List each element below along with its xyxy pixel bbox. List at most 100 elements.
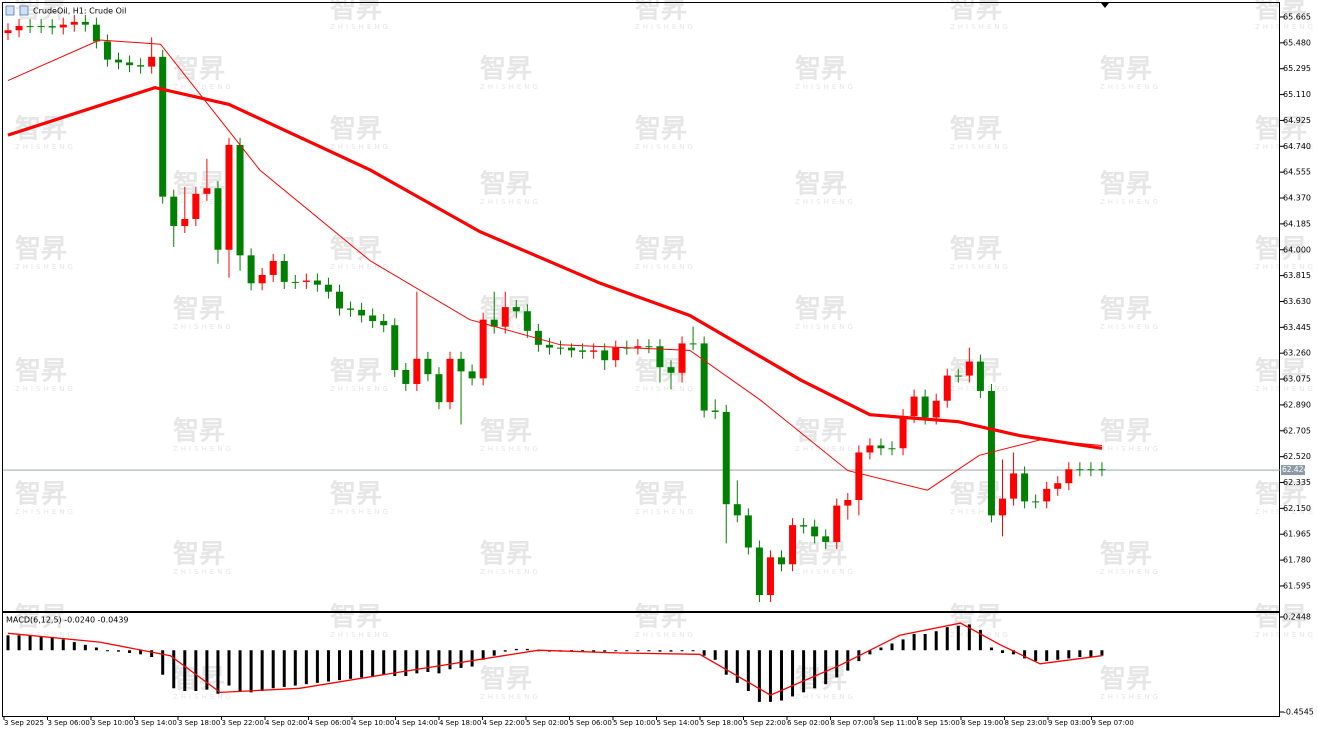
histogram-bar <box>912 633 916 651</box>
y-tick-label: 64.740 <box>1283 142 1311 151</box>
y-tick-label: 61.965 <box>1283 530 1311 539</box>
chart-icon <box>5 5 15 16</box>
histogram-bar <box>437 650 441 674</box>
histogram-bar <box>282 650 286 687</box>
moving-average <box>7 85 1103 450</box>
watermark: 智昇 <box>950 115 1002 145</box>
histogram-bar <box>1100 650 1104 656</box>
candle-body <box>490 319 498 327</box>
candle-body <box>722 411 730 505</box>
histogram-bar <box>835 650 839 678</box>
candle-body <box>424 358 432 375</box>
histogram-bar <box>349 650 353 679</box>
candle-body <box>579 350 587 352</box>
watermark-sub: ZHISHENG <box>950 23 1011 31</box>
histogram-bar <box>105 650 109 652</box>
watermark-sub: ZHISHENG <box>330 631 391 639</box>
candle-body <box>358 309 366 316</box>
histogram-bar <box>802 650 806 693</box>
histogram-bar <box>271 650 275 689</box>
histogram-bar <box>304 650 308 685</box>
shift-marker <box>1101 3 1109 8</box>
candle-body <box>1098 469 1106 471</box>
watermark-sub: ZHISHENG <box>15 508 76 516</box>
watermark-sub: ZHISHENG <box>330 263 391 271</box>
candle-body <box>280 260 288 282</box>
histogram-bar <box>945 627 949 651</box>
candle-body <box>999 498 1006 516</box>
watermark: 智昇 <box>1255 0 1307 25</box>
histogram-bar <box>923 633 927 651</box>
watermark-sub: ZHISHENG <box>15 263 76 271</box>
candle-body <box>115 59 122 63</box>
watermark-sub: ZHISHENG <box>1100 568 1161 576</box>
histogram-bar <box>426 650 430 672</box>
candle-body <box>733 504 741 516</box>
watermark-sub: ZHISHENG <box>15 631 76 639</box>
candle-body <box>369 315 377 322</box>
watermark: 智昇 <box>1100 665 1152 695</box>
watermark: 智昇 <box>480 55 532 85</box>
candle-body <box>413 358 421 384</box>
watermark-sub: ZHISHENG <box>635 385 696 393</box>
histogram-bar <box>205 650 209 690</box>
y-tick-label: 63.075 <box>1283 375 1311 384</box>
candle-body <box>1065 469 1073 484</box>
x-tick-label: 3 Sep 06:00 <box>48 719 90 727</box>
watermark-sub: ZHISHENG <box>15 23 76 31</box>
histogram-bar <box>315 650 319 683</box>
candle-body <box>811 526 819 537</box>
watermark: 智昇 <box>15 480 67 510</box>
histogram-bar <box>934 631 938 651</box>
watermark: 智昇 <box>1100 295 1152 325</box>
candle-body <box>855 452 863 500</box>
candle-body <box>181 218 189 226</box>
histogram-bar <box>813 650 817 689</box>
histogram-bar <box>1078 650 1082 658</box>
x-tick-label: 4 Sep 06:00 <box>309 719 351 727</box>
candle-body <box>214 188 222 250</box>
symbol-icon <box>19 5 29 16</box>
histogram-bar <box>879 647 883 651</box>
histogram-bar <box>161 650 165 675</box>
histogram-bar <box>139 650 143 655</box>
candle-body <box>512 307 520 312</box>
watermark: 智昇 <box>1255 115 1307 145</box>
histogram-bar <box>956 625 960 651</box>
last-price-label: 62.424 <box>1282 465 1308 474</box>
histogram-bar <box>1034 650 1038 662</box>
candle-body <box>755 547 763 596</box>
watermark: 智昇 <box>1100 170 1152 200</box>
x-tick-label: 3 Sep 22:00 <box>222 719 264 727</box>
watermark: 智昇 <box>635 480 687 510</box>
histogram-bar <box>581 650 585 652</box>
watermark-sub: ZHISHENG <box>1255 143 1316 151</box>
candle-body <box>324 284 332 292</box>
candle-body <box>976 361 984 391</box>
histogram-bar <box>360 650 364 678</box>
histogram-bar <box>183 650 187 692</box>
candle-body <box>866 445 874 453</box>
candle-body <box>844 499 852 506</box>
histogram-bar <box>713 650 717 660</box>
histogram-bar <box>636 650 640 652</box>
watermark-sub: ZHISHENG <box>173 445 234 453</box>
watermark: 智昇 <box>480 170 532 200</box>
watermark-sub: ZHISHENG <box>480 198 541 206</box>
candle-body <box>70 21 78 25</box>
histogram-bar <box>603 650 607 652</box>
watermark: 智昇 <box>795 417 847 447</box>
histogram-bar <box>326 650 330 682</box>
watermark-sub: ZHISHENG <box>173 568 234 576</box>
candle-body <box>965 361 973 376</box>
candle-body <box>689 343 697 345</box>
x-tick-label: 4 Sep 10:00 <box>352 719 394 727</box>
candle-body <box>302 280 310 282</box>
candle-body <box>269 260 277 275</box>
y-tick-label: 61.595 <box>1283 581 1311 590</box>
histogram-bar <box>702 650 706 656</box>
watermark-sub: ZHISHENG <box>795 445 856 453</box>
candle-body <box>800 525 808 527</box>
histogram-bar <box>72 642 76 651</box>
histogram-bar <box>238 650 242 692</box>
